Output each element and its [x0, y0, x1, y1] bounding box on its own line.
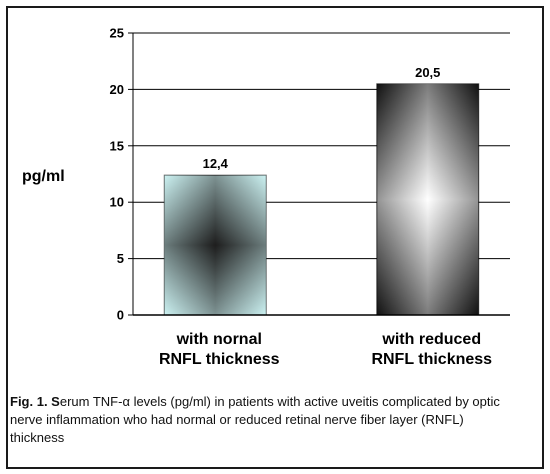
- y-tick-label: 25: [110, 26, 124, 41]
- data-label: 12,4: [203, 156, 229, 171]
- y-tick-label: 15: [110, 138, 124, 153]
- x-category-label: with reduced: [381, 331, 481, 348]
- caption-prefix: Fig. 1. S: [10, 394, 60, 409]
- figure-caption: Fig. 1. Serum TNF-α levels (pg/ml) in pa…: [10, 393, 515, 447]
- axes: [128, 32, 510, 316]
- x-category-label: RNFL thickness: [371, 351, 492, 368]
- labels: 0 5 10 15 20 25 12,4 with nornal RNFL thickness 2…: [22, 26, 492, 369]
- bar-2-shade: [376, 83, 480, 316]
- y-tick-label: 0: [117, 308, 124, 323]
- y-tick-label: 10: [110, 195, 124, 210]
- y-axis-label: pg/ml: [22, 168, 65, 185]
- data-label: 20,5: [415, 65, 440, 80]
- y-tick-label: 20: [110, 82, 124, 97]
- x-category-label: RNFL thickness: [159, 351, 280, 368]
- y-tick-label: 5: [117, 251, 124, 266]
- x-category-label: with nornal: [176, 331, 262, 348]
- bars: [163, 83, 480, 316]
- caption-text: erum TNF-α levels (pg/ml) in patients wi…: [10, 394, 500, 445]
- bar-1-shade: [163, 174, 267, 316]
